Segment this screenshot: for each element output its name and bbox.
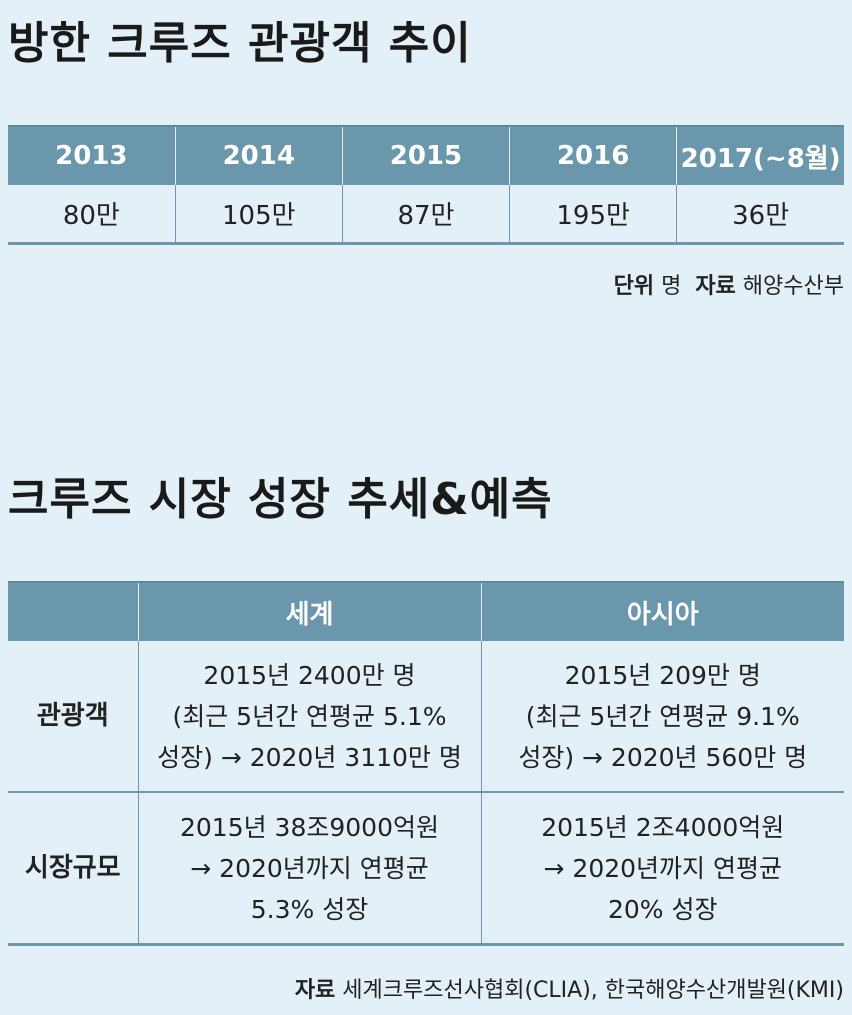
asia-header: 아시아 [480,581,844,641]
cell-line: 2015년 209만 명 [564,660,761,690]
visitor-count: 80만 [8,185,176,245]
table-row: 80만 105만 87만 195만 36만 [8,185,844,245]
cell-line: 성장) → 2020년 560만 명 [518,742,808,772]
table-header-row: 세계 아시아 [8,581,844,641]
empty-header [8,581,138,641]
year-header: 2016 [509,125,677,185]
year-header: 2015 [341,125,510,185]
table-header-row: 2013 2014 2015 2016 2017(~8월) [8,125,844,185]
cruise-market-table: 세계 아시아 관광객 2015년 2400만 명 (최근 5년간 연평균 5.1… [8,581,844,946]
section2-title: 크루즈 시장 성장 추세&예측 [8,474,553,525]
section1-title: 방한 크루즈 관광객 추이 [8,18,472,69]
cell-line: 5.3% 성장 [250,894,369,924]
cell-line: 성장) → 2020년 3110만 명 [157,742,462,772]
year-header: 2014 [174,125,343,185]
world-cell: 2015년 2400만 명 (최근 5년간 연평균 5.1% 성장) → 202… [137,641,481,793]
visitor-count: 105만 [174,185,343,245]
section2-source: 자료 세계크루즈선사협회(CLIA), 한국해양수산개발원(KMI) [295,972,844,1004]
source-label: 자료 [294,978,336,1003]
cell-line: 2015년 2400만 명 [203,660,416,690]
source-value: 해양수산부 [742,274,844,299]
source-label: 자료 [695,274,736,299]
asia-cell: 2015년 2조4000억원 → 2020년까지 연평균 20% 성장 [480,792,844,946]
unit-label: 단위 [613,274,655,299]
cell-line: 2015년 38조9000억원 [179,812,439,842]
world-header: 세계 [137,581,481,641]
cruise-visitors-table: 2013 2014 2015 2016 2017(~8월) 80만 105만 8… [8,125,844,245]
cell-line: → 2020년까지 연평균 [190,853,429,883]
table-row: 관광객 2015년 2400만 명 (최근 5년간 연평균 5.1% 성장) →… [8,641,844,793]
cell-line: (최근 5년간 연평균 9.1% [525,701,800,731]
source-value: 세계크루즈선사협회(CLIA), 한국해양수산개발원(KMI) [342,978,844,1003]
cell-line: (최근 5년간 연평균 5.1% [172,701,447,731]
cell-line: → 2020년까지 연평균 [543,853,782,883]
year-header: 2017(~8월) [676,125,844,185]
cell-line: 20% 성장 [607,894,718,924]
visitor-count: 195만 [509,185,677,245]
visitor-count: 87만 [341,185,510,245]
visitor-count: 36만 [676,185,844,245]
section1-source: 단위 명 자료 해양수산부 [614,268,844,300]
world-cell: 2015년 38조9000억원 → 2020년까지 연평균 5.3% 성장 [137,792,481,946]
table-row: 시장규모 2015년 38조9000억원 → 2020년까지 연평균 5.3% … [8,792,844,946]
year-header: 2013 [8,125,176,185]
cell-line: 2015년 2조4000억원 [541,812,785,842]
row-label: 시장규모 [8,792,138,946]
asia-cell: 2015년 209만 명 (최근 5년간 연평균 9.1% 성장) → 2020… [480,641,844,793]
row-label: 관광객 [8,641,138,793]
unit-value: 명 [661,274,682,299]
